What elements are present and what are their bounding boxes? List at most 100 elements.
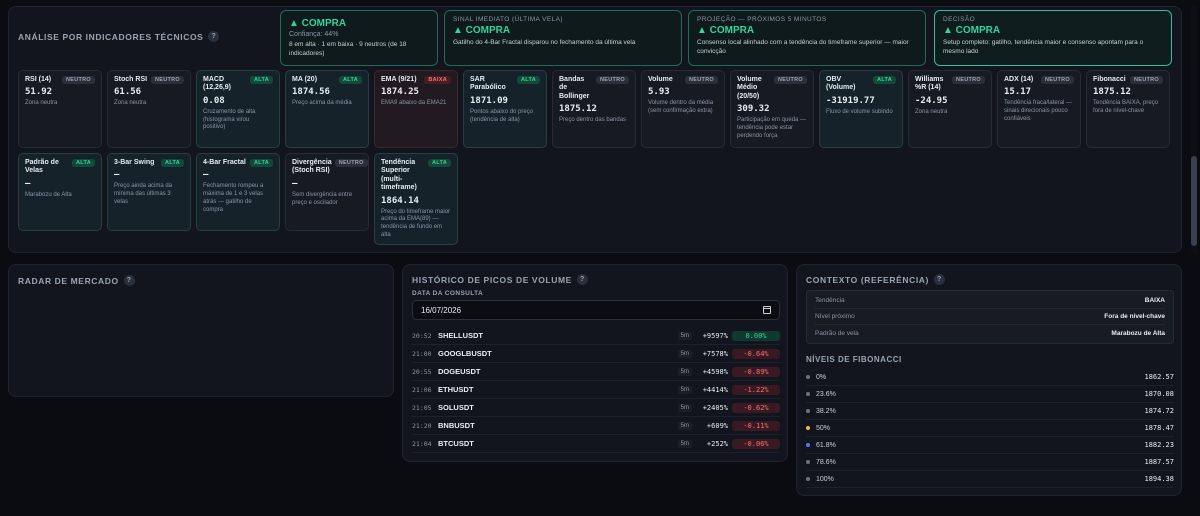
row-timeframe: 5m bbox=[677, 421, 692, 430]
market-radar-title-text: RADAR DE MERCADO bbox=[18, 275, 119, 286]
fibonacci-level: 61.8% bbox=[816, 441, 836, 449]
summary-label: SINAL IMEDIATO (ÚLTIMA VELA) bbox=[453, 16, 563, 23]
indicator-note: Zona neutra bbox=[114, 100, 147, 107]
volume-history-row[interactable]: 21:00 GOOGLBUSDT 5m +7578% -0.64% bbox=[412, 345, 780, 363]
row-symbol: SHELLUSDT bbox=[438, 331, 483, 340]
fibonacci-dot-icon bbox=[806, 443, 810, 447]
indicator-value: — bbox=[25, 178, 31, 189]
volume-history-row[interactable]: 20:52 SHELLUSDT 5m +9597% 0.00% bbox=[412, 327, 780, 345]
indicator-name: 3-Bar Swing bbox=[114, 159, 155, 166]
fibonacci-price: 1878.47 bbox=[1144, 424, 1174, 432]
indicator-name: Bandas de Bollinger bbox=[559, 76, 590, 100]
indicator-badge: ALTA bbox=[516, 76, 540, 84]
indicator-card: 3-Bar Swing ALTA — Preço ainda acima da mín… bbox=[107, 153, 191, 231]
indicator-name: MA (20) bbox=[292, 76, 318, 83]
indicator-note: Tendência fraca/lateral — sinais direcio… bbox=[1004, 100, 1073, 122]
indicator-value: 1875.12 bbox=[1093, 87, 1131, 98]
indicator-value: 51.92 bbox=[25, 87, 53, 98]
indicator-card: Volume Médio (20/50) NEUTRO 309.32 Particip… bbox=[730, 70, 814, 148]
volume-history-panel: HISTÓRICO DE PICOS DE VOLUME ? DATA DA C… bbox=[402, 264, 788, 462]
row-timeframe: 5m bbox=[677, 349, 692, 358]
volume-history-title: HISTÓRICO DE PICOS DE VOLUME ? bbox=[412, 274, 588, 285]
indicator-badge: ALTA bbox=[249, 159, 273, 167]
fibonacci-level: 38.2% bbox=[816, 407, 836, 415]
summary-description: 8 em alta · 1 em baixa · 9 neutros (de 1… bbox=[289, 41, 407, 57]
indicator-note: Marabozu de Alta bbox=[25, 191, 72, 198]
indicator-card: MACD (12,26,9) ALTA 0.08 Cruzamento de alta… bbox=[196, 70, 280, 148]
volume-history-row[interactable]: 21:20 BNBUSDT 5m +609% -0.11% bbox=[412, 417, 780, 435]
row-symbol: ETHUSDT bbox=[438, 385, 474, 394]
row-timeframe: 5m bbox=[677, 385, 692, 394]
indicator-card: OBV (Volume) ALTA -31919.77 Fluxo de volume… bbox=[819, 70, 903, 148]
volume-history-row[interactable]: 20:55 DOGEUSDT 5m +4598% -0.89% bbox=[412, 363, 780, 381]
indicator-note: Pontos abaixo do preço (tendência de alt… bbox=[470, 108, 534, 123]
indicator-note: Preço do timeframe maior acima da EMA(89… bbox=[381, 208, 451, 238]
indicator-note: Fechamento rompeu a máxima de 1 e 3 vela… bbox=[203, 183, 264, 213]
context-key: Padrão de vela bbox=[815, 329, 859, 337]
indicator-note: Volume dentro da média (sem confirmação … bbox=[648, 100, 714, 115]
indicator-name: MACD (12,26,9) bbox=[203, 76, 232, 92]
indicator-badge: BAIXA bbox=[424, 76, 451, 84]
help-icon[interactable]: ? bbox=[933, 274, 945, 285]
row-spike: +4598% bbox=[702, 367, 728, 376]
summary-description: Setup completo: gatilho, tendência maior… bbox=[943, 39, 1144, 55]
scrollbar-thumb[interactable] bbox=[1191, 156, 1197, 246]
indicator-badge: NEUTRO bbox=[61, 76, 95, 84]
indicator-note: Participação em queda — tendência pode e… bbox=[737, 117, 807, 139]
summary-signal: ▲ COMPRA bbox=[697, 25, 755, 36]
calendar-icon[interactable] bbox=[763, 306, 771, 314]
indicator-name: EMA (9/21) bbox=[381, 76, 417, 83]
row-time: 21:04 bbox=[412, 439, 432, 448]
row-symbol: GOOGLBUSDT bbox=[438, 349, 492, 358]
summary-immediate-signal: SINAL IMEDIATO (ÚLTIMA VELA) ▲ COMPRA Ga… bbox=[444, 10, 682, 66]
fibonacci-price: 1894.38 bbox=[1144, 475, 1174, 483]
date-input[interactable]: 16/07/2026 bbox=[412, 300, 780, 320]
indicator-value: 309.32 bbox=[737, 104, 770, 115]
help-icon[interactable]: ? bbox=[123, 275, 135, 286]
row-change: -0.06% bbox=[732, 438, 780, 449]
indicator-badge: NEUTRO bbox=[334, 159, 368, 167]
fibonacci-row: 38.2% 1874.72 bbox=[806, 403, 1174, 420]
row-symbol: BTCUSDT bbox=[438, 439, 474, 448]
indicator-badge: ALTA bbox=[71, 159, 95, 167]
indicator-badge: ALTA bbox=[427, 159, 451, 167]
indicator-note: Preço ainda acima da mínima das últimas … bbox=[114, 183, 173, 205]
indicator-value: — bbox=[114, 170, 120, 181]
indicator-card: Fibonacci NEUTRO 1875.12 Tendência BAIXA, p… bbox=[1086, 70, 1170, 148]
fibonacci-dot-icon bbox=[806, 460, 810, 464]
indicator-value: — bbox=[292, 178, 298, 189]
summary-signal: ▲ COMPRA bbox=[453, 25, 511, 36]
volume-history-row[interactable]: 21:05 SOLUSDT 5m +2405% -0.62% bbox=[412, 399, 780, 417]
indicator-badge: NEUTRO bbox=[1129, 76, 1163, 84]
scrollbar[interactable] bbox=[1191, 6, 1197, 254]
summary-projection: PROJEÇÃO — PRÓXIMOS 5 MINUTOS ▲ COMPRA C… bbox=[688, 10, 926, 66]
indicator-card: EMA (9/21) BAIXA 1874.25 EMA9 abaixo da EMA… bbox=[374, 70, 458, 148]
indicator-badge: NEUTRO bbox=[1040, 76, 1074, 84]
volume-history-title-text: HISTÓRICO DE PICOS DE VOLUME bbox=[412, 274, 572, 285]
row-timeframe: 5m bbox=[677, 439, 692, 448]
context-row: Tendência BAIXA bbox=[815, 293, 1165, 309]
indicator-note: EMA9 abaixo da EMA21 bbox=[381, 100, 447, 107]
context-value: Fora de nível-chave bbox=[1104, 313, 1165, 320]
market-radar-panel: RADAR DE MERCADO ? bbox=[8, 264, 394, 397]
indicator-value: 1864.14 bbox=[381, 195, 419, 206]
indicator-card: RSI (14) NEUTRO 51.92 Zona neutra bbox=[18, 70, 102, 148]
help-icon[interactable]: ? bbox=[576, 274, 588, 285]
indicator-badge: NEUTRO bbox=[951, 76, 985, 84]
help-icon[interactable]: ? bbox=[208, 31, 220, 42]
fibonacci-level: 23.6% bbox=[816, 390, 836, 398]
indicator-card: Volume NEUTRO 5.93 Volume dentro da média (… bbox=[641, 70, 725, 148]
indicator-name: Stoch RSI bbox=[114, 76, 148, 83]
row-time: 20:52 bbox=[412, 331, 432, 340]
indicator-badge: ALTA bbox=[872, 76, 896, 84]
indicator-card-header: Bandas de Bollinger NEUTRO bbox=[559, 76, 629, 101]
volume-history-row[interactable]: 21:04 BTCUSDT 5m +252% -0.06% bbox=[412, 435, 780, 453]
date-label: DATA DA CONSULTA bbox=[412, 290, 484, 297]
indicator-note: Cruzamento de alta (histograma virou pos… bbox=[203, 108, 256, 131]
indicator-card: 4-Bar Fractal ALTA — Fechamento rompeu a má… bbox=[196, 153, 280, 231]
summary-label: DECISÃO bbox=[943, 16, 976, 23]
indicator-value: 61.56 bbox=[114, 87, 142, 98]
context-value: Marabozu de Alta bbox=[1111, 329, 1165, 337]
volume-history-row[interactable]: 21:06 ETHUSDT 5m +4414% -1.22% bbox=[412, 381, 780, 399]
fibonacci-price: 1882.23 bbox=[1144, 441, 1174, 449]
